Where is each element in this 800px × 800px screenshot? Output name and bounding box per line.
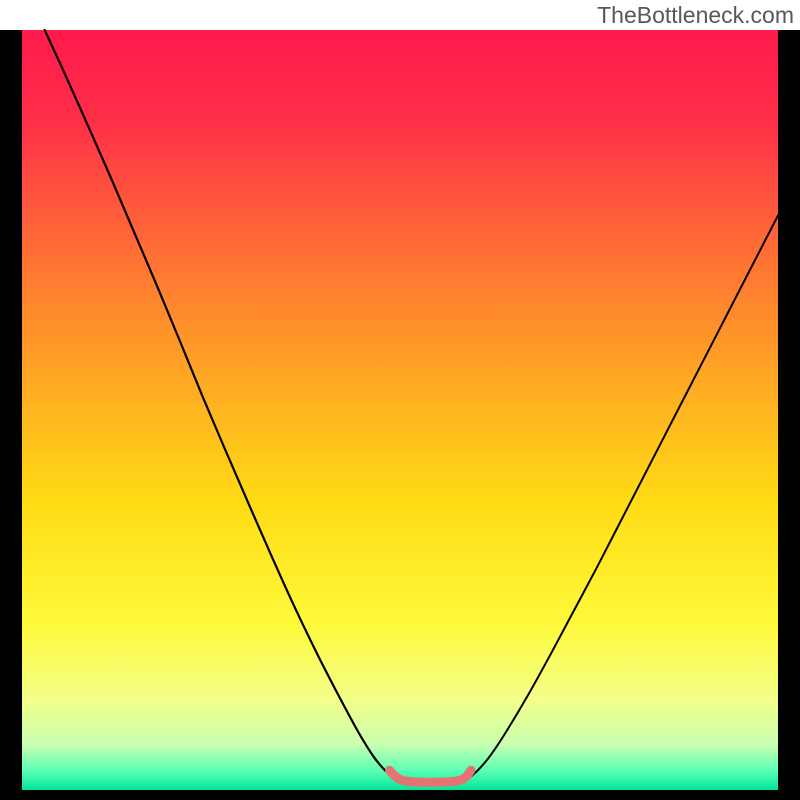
- bottleneck-curve-chart: [0, 0, 800, 800]
- plot-background: [22, 30, 778, 790]
- watermark-text: TheBottleneck.com: [597, 2, 794, 29]
- chart-container: TheBottleneck.com: [0, 0, 800, 800]
